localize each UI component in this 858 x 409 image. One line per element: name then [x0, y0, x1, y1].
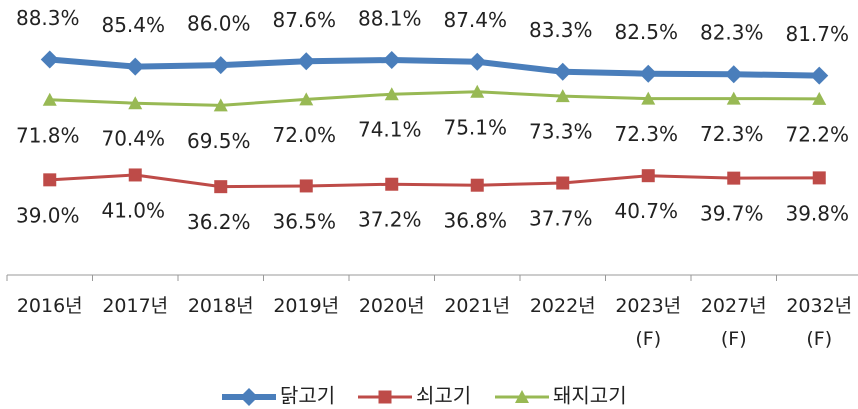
marker [297, 52, 316, 71]
x-tick-label: 2032년 (F) [786, 295, 853, 350]
data-label: 73.3% [529, 120, 593, 144]
data-label: 75.1% [443, 115, 507, 139]
marker [213, 98, 228, 112]
marker [128, 96, 143, 110]
data-label: 87.6% [272, 8, 336, 32]
marker [812, 171, 826, 185]
marker [470, 84, 485, 98]
data-label: 39.8% [785, 201, 849, 225]
marker [40, 50, 59, 69]
x-tick-label: 2016년 [16, 295, 83, 317]
marker [810, 66, 829, 85]
data-label: 88.1% [358, 7, 422, 31]
marker [812, 91, 827, 105]
data-label: 69.5% [187, 129, 251, 153]
marker [641, 169, 655, 183]
data-label: 36.2% [187, 210, 251, 234]
data-label: 88.3% [16, 6, 80, 30]
marker [299, 92, 314, 106]
legend-label: 쇠고기 [416, 384, 471, 408]
marker [385, 177, 399, 191]
marker [214, 180, 228, 194]
marker [240, 388, 258, 406]
marker [639, 64, 658, 83]
data-label: 37.2% [358, 208, 422, 232]
data-label: 87.4% [443, 8, 507, 32]
data-label: 85.4% [101, 13, 165, 37]
legend-label: 닭고기 [280, 384, 335, 408]
data-label: 71.8% [16, 123, 80, 147]
data-label: 72.2% [785, 122, 849, 146]
marker [128, 168, 142, 182]
data-label: 40.7% [614, 199, 678, 223]
data-label: 72.3% [700, 122, 764, 146]
marker [470, 178, 484, 192]
marker [641, 91, 656, 105]
data-label: 39.0% [16, 203, 80, 227]
marker [468, 52, 487, 71]
data-label: 36.8% [443, 209, 507, 233]
marker [126, 57, 145, 76]
marker [384, 87, 399, 101]
data-label: 82.3% [700, 21, 764, 45]
marker [553, 62, 572, 81]
data-label: 86.0% [187, 12, 251, 36]
x-tick-label: 2021년 [444, 295, 511, 317]
x-tick-label: 2020년 [358, 295, 425, 317]
marker [556, 176, 570, 190]
x-tick-label: 2023년 (F) [615, 295, 682, 350]
marker [724, 65, 743, 84]
data-label: 72.0% [272, 123, 336, 147]
line [49, 90, 820, 107]
marker [42, 92, 57, 106]
line [49, 173, 820, 189]
data-label: 81.7% [785, 22, 849, 46]
x-tick-label: 2019년 [273, 295, 340, 317]
data-label: 70.4% [101, 127, 165, 151]
data-label: 74.1% [358, 118, 422, 142]
data-label: 82.5% [614, 20, 678, 44]
line [49, 56, 820, 79]
data-label: 37.7% [529, 207, 593, 231]
legend-label: 돼지고기 [553, 384, 627, 408]
marker [555, 89, 570, 103]
data-label: 83.3% [529, 18, 593, 42]
marker [515, 390, 529, 403]
x-tick-label: 2017년 [102, 295, 169, 317]
marker [727, 171, 741, 185]
x-tick-label: 2027년 (F) [700, 295, 767, 350]
x-tick-label: 2018년 [187, 295, 254, 317]
marker [43, 173, 57, 187]
x-tick-label: 2022년 [529, 295, 596, 317]
marker [378, 390, 392, 404]
marker [382, 51, 401, 70]
data-label: 36.5% [272, 209, 336, 233]
marker [211, 56, 230, 75]
data-label: 41.0% [101, 198, 165, 222]
marker [299, 179, 313, 193]
marker [726, 91, 741, 105]
data-label: 72.3% [614, 122, 678, 146]
data-label: 39.7% [700, 202, 764, 226]
